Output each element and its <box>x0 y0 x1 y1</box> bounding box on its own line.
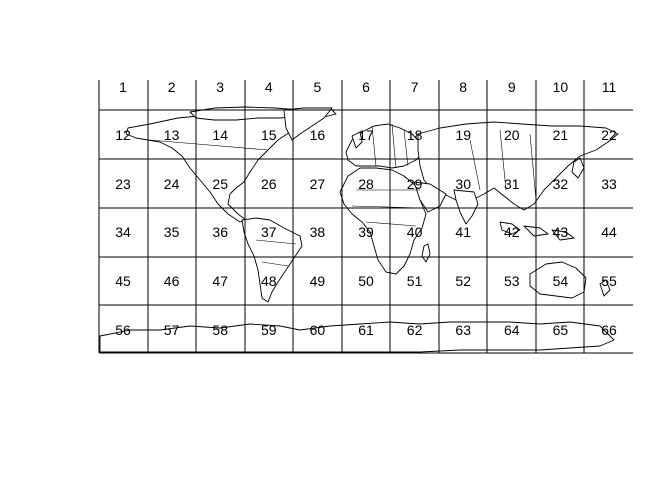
grid-cell-label: 61 <box>358 322 374 338</box>
india <box>453 189 479 225</box>
country-borders <box>149 123 537 267</box>
south-america <box>241 217 303 303</box>
new-zealand <box>599 279 611 297</box>
grid-cell-label: 33 <box>601 176 617 192</box>
grid-cell-label: 28 <box>358 176 374 192</box>
grid-cell-label: 14 <box>212 127 228 143</box>
grid-cell-label: 48 <box>261 273 277 289</box>
greenland <box>283 107 333 141</box>
grid-cell-label: 21 <box>553 127 569 143</box>
grid-cell-label: 3 <box>216 79 224 95</box>
grid-cell-label: 55 <box>601 273 617 289</box>
grid-cell-label: 34 <box>115 224 131 240</box>
grid-cell-label: 23 <box>115 176 131 192</box>
grid-cell-label: 46 <box>164 273 180 289</box>
british-isles <box>351 131 363 149</box>
grid-cell-label: 25 <box>212 176 228 192</box>
grid-cell-label: 11 <box>602 79 617 95</box>
grid-cell-label: 63 <box>455 322 471 338</box>
grid-cell-label: 1 <box>119 79 127 95</box>
grid-cell-label: 6 <box>362 79 370 95</box>
grid-cell-label: 4 <box>265 79 273 95</box>
grid-cell-label: 51 <box>407 273 423 289</box>
grid-cell-label: 20 <box>504 127 520 143</box>
arabia <box>413 181 447 213</box>
grid-cell-label: 37 <box>261 224 277 240</box>
indonesia <box>499 221 575 241</box>
grid-cell-label: 26 <box>261 176 277 192</box>
grid-cell-label: 38 <box>310 224 326 240</box>
grid-cell-label: 5 <box>314 79 322 95</box>
grid-cell-label: 64 <box>504 322 520 338</box>
grid-cell-label: 9 <box>508 79 516 95</box>
antarctica <box>99 321 615 353</box>
grid-cell-label: 43 <box>553 224 569 240</box>
grid-cell-label: 24 <box>164 176 180 192</box>
grid-cell-label: 7 <box>411 79 419 95</box>
grid-cell-label: 19 <box>455 127 471 143</box>
grid-cell-label: 54 <box>553 273 569 289</box>
grid-cell-label: 57 <box>164 322 180 338</box>
grid-cell-label: 41 <box>455 224 471 240</box>
grid-cell-label: 66 <box>601 322 617 338</box>
grid-lines <box>98 80 633 354</box>
grid-cell-label: 36 <box>212 224 228 240</box>
grid-cell-label: 12 <box>115 127 131 143</box>
grid-cell-label: 35 <box>164 224 180 240</box>
grid-cell-label: 44 <box>601 224 617 240</box>
landmasses <box>99 106 619 353</box>
grid-cell-label: 39 <box>358 224 374 240</box>
grid-cell-label: 62 <box>407 322 423 338</box>
grid-cell-label: 22 <box>601 127 617 143</box>
grid-cell-label: 40 <box>407 224 423 240</box>
grid-cell-label: 60 <box>310 322 326 338</box>
grid-cell-label: 59 <box>261 322 277 338</box>
africa <box>339 167 427 275</box>
grid-cell-label: 56 <box>115 322 131 338</box>
grid-cell-label: 49 <box>310 273 326 289</box>
grid-cell-label: 29 <box>407 176 423 192</box>
grid-cell-label: 17 <box>358 127 374 143</box>
grid-cell-label: 8 <box>459 79 467 95</box>
grid-cell-label: 65 <box>553 322 569 338</box>
grid-cell-label: 2 <box>168 79 176 95</box>
grid-cell-label: 52 <box>455 273 471 289</box>
grid-cell-label: 50 <box>358 273 374 289</box>
madagascar <box>421 243 431 263</box>
grid-cell-label: 58 <box>212 322 228 338</box>
grid-cell-label: 45 <box>115 273 131 289</box>
north-america <box>125 107 293 223</box>
grid-cell-label: 42 <box>504 224 520 240</box>
grid-cell-label: 30 <box>455 176 471 192</box>
grid-cell-label: 53 <box>504 273 520 289</box>
grid-cell-label: 10 <box>553 79 569 95</box>
grid-cell-label: 31 <box>504 176 520 192</box>
grid-cell-label: 15 <box>261 127 277 143</box>
grid-cell-label: 47 <box>212 273 228 289</box>
grid-cell-label: 32 <box>553 176 569 192</box>
grid-cell-label: 13 <box>164 127 180 143</box>
grid-cell-label: 16 <box>310 127 326 143</box>
grid-cell-label: 18 <box>407 127 423 143</box>
grid-cell-label: 27 <box>310 176 326 192</box>
